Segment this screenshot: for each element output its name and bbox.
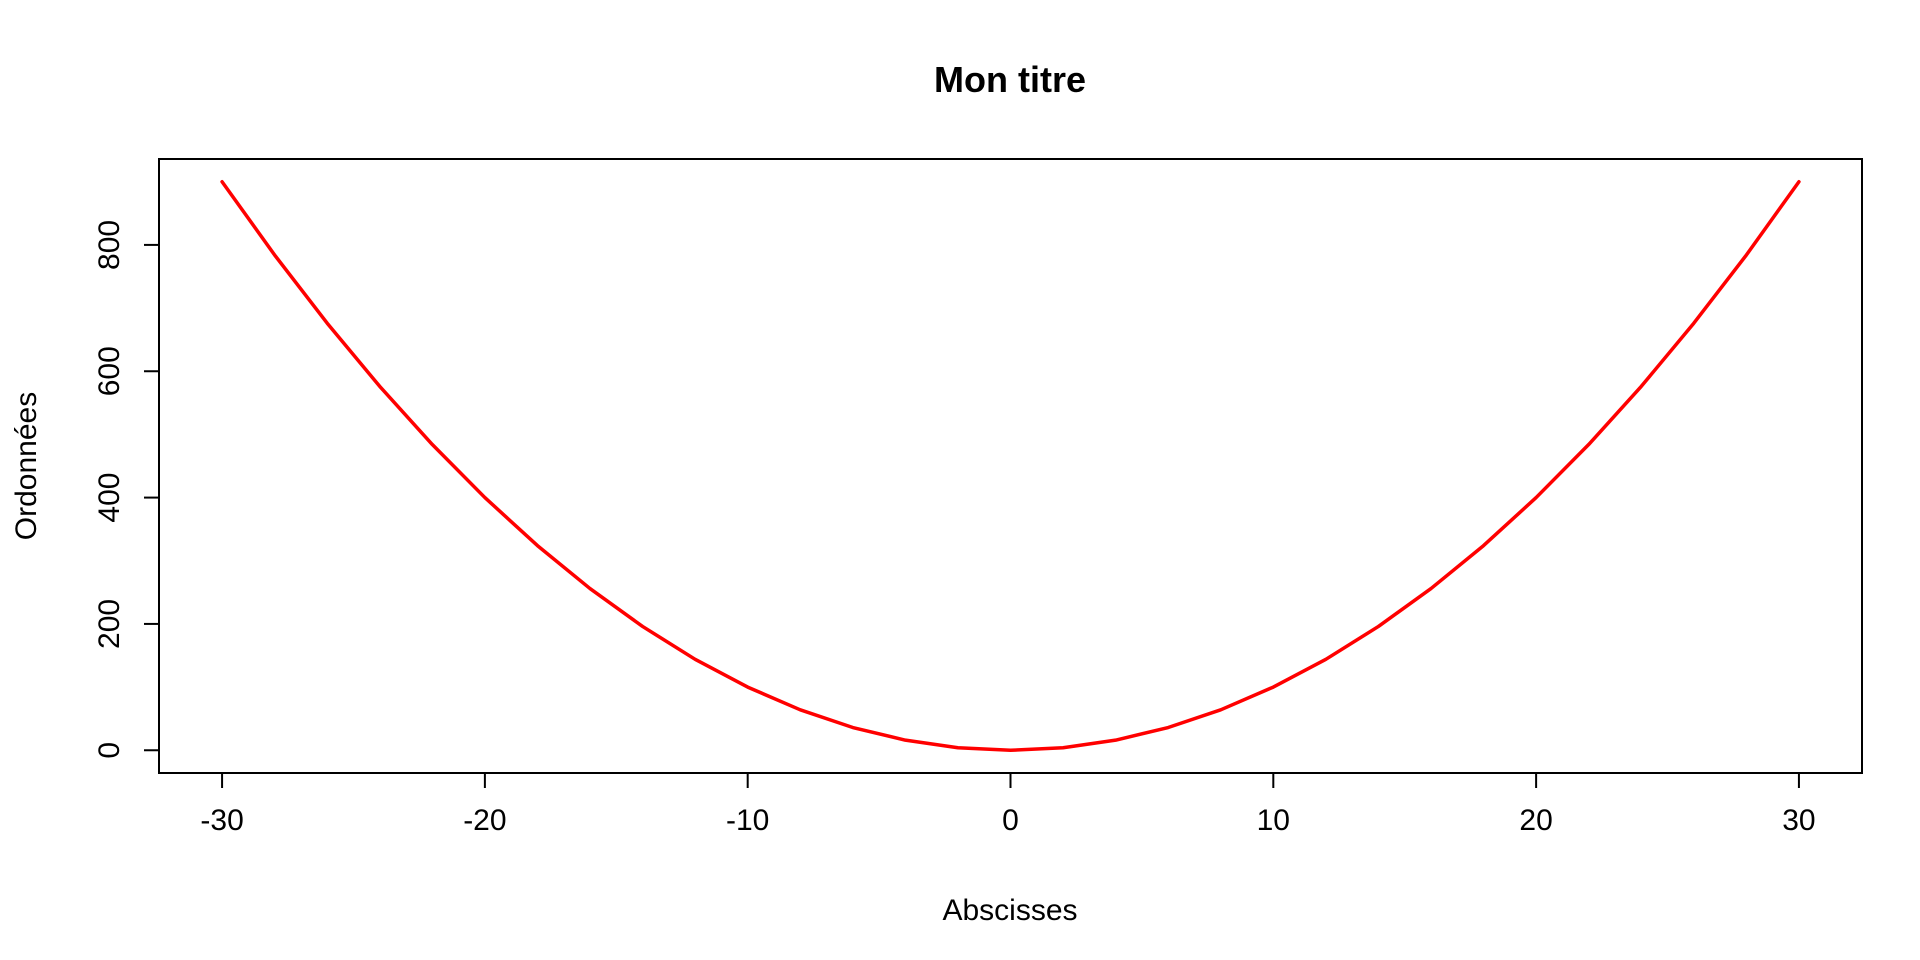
series-layer — [220, 179, 1801, 753]
y-axis-title: Ordonnées — [10, 392, 43, 540]
x-tick-label: -10 — [726, 804, 769, 837]
y-tick-label: 800 — [93, 220, 126, 270]
x-tick-label: -30 — [200, 804, 243, 837]
x-tick-label: 30 — [1782, 804, 1815, 837]
x-tick-label: 20 — [1519, 804, 1552, 837]
y-tick-label: 0 — [93, 742, 126, 759]
y-tick-label: 200 — [93, 599, 126, 649]
series-line — [220, 179, 1801, 753]
y-axis: 0 200 400 600 800 — [93, 220, 160, 759]
y-tick-label: 400 — [93, 473, 126, 523]
x-axis: -30 -20 -10 0 10 20 30 — [200, 772, 1816, 837]
x-tick-label: -20 — [463, 804, 506, 837]
chart-title: Mon titre — [934, 59, 1086, 100]
x-tick-label: 0 — [1002, 804, 1019, 837]
plot-area-frame — [158, 158, 1863, 774]
x-axis-title: Abscisses — [942, 894, 1077, 927]
y-tick-label: 600 — [93, 346, 126, 396]
x-tick-label: 10 — [1257, 804, 1290, 837]
